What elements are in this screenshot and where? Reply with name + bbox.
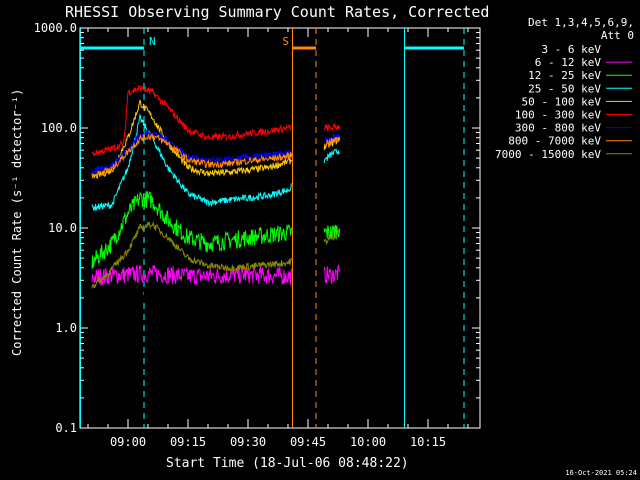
x-axis-label: Start Time (18-Jul-06 08:48:22) (166, 456, 409, 471)
legend-label: 6 - 12 keV (535, 56, 602, 69)
y-tick-label: 100.0 (41, 121, 77, 135)
x-tick-label: 09:30 (230, 435, 266, 449)
legend-subtitle: Att 0 (601, 29, 634, 42)
legend-label: 3 - 6 keV (541, 43, 601, 56)
legend-label: 100 - 300 keV (515, 109, 601, 122)
series-layer (91, 84, 341, 336)
legend-label: 50 - 100 keV (522, 95, 602, 108)
y-tick-label: 10.0 (48, 221, 77, 235)
y-axis: 1000.0 100.0 10.0 1.0 0.1 (34, 21, 480, 435)
legend-label: 25 - 50 keV (528, 82, 601, 95)
series-line (91, 84, 341, 157)
series-line (91, 132, 341, 179)
y-tick-label: 1000.0 (34, 21, 77, 35)
x-tick-label: 10:15 (410, 435, 446, 449)
legend-label: 800 - 7000 keV (508, 135, 601, 148)
series-line (91, 191, 341, 269)
series-line (91, 113, 340, 212)
series-line (91, 264, 341, 286)
footer-timestamp: 16-Oct-2021 05:24 (565, 469, 637, 477)
marker-label: S (282, 35, 289, 48)
chart-title: RHESSI Observing Summary Count Rates, Co… (65, 3, 489, 21)
legend-label: 12 - 25 keV (528, 69, 601, 82)
series-line (127, 282, 341, 336)
x-tick-label: 10:00 (350, 435, 386, 449)
y-tick-label: 1.0 (55, 321, 77, 335)
legend-label: 7000 - 15000 keV (495, 148, 601, 161)
x-tick-label: 09:45 (290, 435, 326, 449)
marker-label: N (149, 35, 156, 48)
y-tick-label: 0.1 (55, 421, 77, 435)
x-axis: 09:00 09:15 09:30 09:45 10:00 10:15 (87, 28, 469, 449)
series-line (91, 220, 340, 289)
y-axis-label: Corrected Count Rate (s⁻¹ detector⁻¹) (10, 89, 24, 356)
legend-title: Det 1,3,4,5,6,9, (528, 16, 634, 29)
x-tick-label: 09:15 (170, 435, 206, 449)
legend-label: 300 - 800 keV (515, 122, 601, 135)
x-tick-label: 09:00 (110, 435, 146, 449)
